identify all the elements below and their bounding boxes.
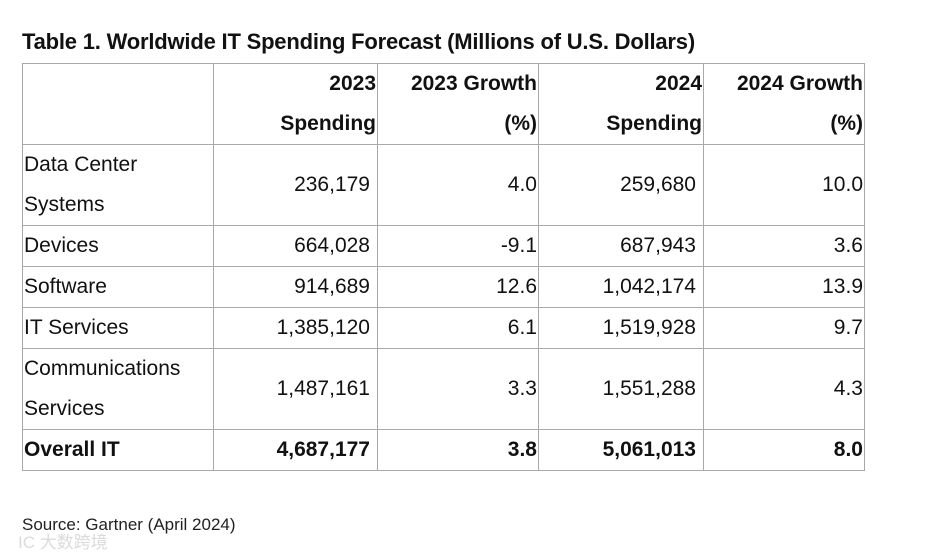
total-2023-growth: 3.8 (377, 429, 539, 471)
row-category: IT Services (22, 307, 214, 349)
total-2023-spending: 4,687,177 (213, 429, 378, 471)
cell-2024-growth: 4.3 (703, 348, 865, 430)
cell-2023-growth: -9.1 (377, 225, 539, 267)
total-2024-spending: 5,061,013 (538, 429, 704, 471)
row-category: Software (22, 266, 214, 308)
cell-2023-spending: 1,385,120 (213, 307, 378, 349)
cell-2023-spending: 236,179 (213, 144, 378, 226)
cell-2024-spending: 687,943 (538, 225, 704, 267)
header-2023-spending: 2023 Spending (213, 63, 378, 145)
table-total-row: Overall IT 4,687,177 3.8 5,061,013 8.0 (22, 429, 865, 471)
table-title: Table 1. Worldwide IT Spending Forecast … (22, 29, 695, 54)
cell-2024-spending: 1,551,288 (538, 348, 704, 430)
row-category: Data Center Systems (22, 144, 214, 226)
cell-2023-growth: 4.0 (377, 144, 539, 226)
cell-2024-growth: 10.0 (703, 144, 865, 226)
header-empty (22, 63, 214, 145)
total-2024-growth: 8.0 (703, 429, 865, 471)
table-row: Communications Services 1,487,161 3.3 1,5… (22, 348, 865, 430)
cell-2023-growth: 3.3 (377, 348, 539, 430)
table-row: Data Center Systems 236,179 4.0 259,680 1… (22, 144, 865, 226)
cell-2023-spending: 914,689 (213, 266, 378, 308)
cell-2024-spending: 1,042,174 (538, 266, 704, 308)
source-note: Source: Gartner (April 2024) (22, 515, 236, 534)
cell-2024-growth: 13.9 (703, 266, 865, 308)
watermark: IC 大数跨境 (18, 533, 108, 552)
table-header-row: 2023 Spending 2023 Growth (%) 2024 Spending… (22, 63, 865, 145)
cell-2024-spending: 259,680 (538, 144, 704, 226)
it-spending-table: 2023 Spending 2023 Growth (%) 2024 Spending… (22, 63, 865, 471)
total-category: Overall IT (22, 429, 214, 471)
cell-2023-growth: 6.1 (377, 307, 539, 349)
cell-2023-spending: 1,487,161 (213, 348, 378, 430)
row-category: Devices (22, 225, 214, 267)
header-2024-spending: 2024 Spending (538, 63, 704, 145)
table-row: IT Services 1,385,120 6.1 1,519,928 9.7 (22, 307, 865, 349)
cell-2024-spending: 1,519,928 (538, 307, 704, 349)
header-2023-growth: 2023 Growth (%) (377, 63, 539, 145)
cell-2023-spending: 664,028 (213, 225, 378, 267)
cell-2023-growth: 12.6 (377, 266, 539, 308)
cell-2024-growth: 3.6 (703, 225, 865, 267)
table-row: Software 914,689 12.6 1,042,174 13.9 (22, 266, 865, 308)
table-row: Devices 664,028 -9.1 687,943 3.6 (22, 225, 865, 267)
header-2024-growth: 2024 Growth (%) (703, 63, 865, 145)
cell-2024-growth: 9.7 (703, 307, 865, 349)
row-category: Communications Services (22, 348, 214, 430)
